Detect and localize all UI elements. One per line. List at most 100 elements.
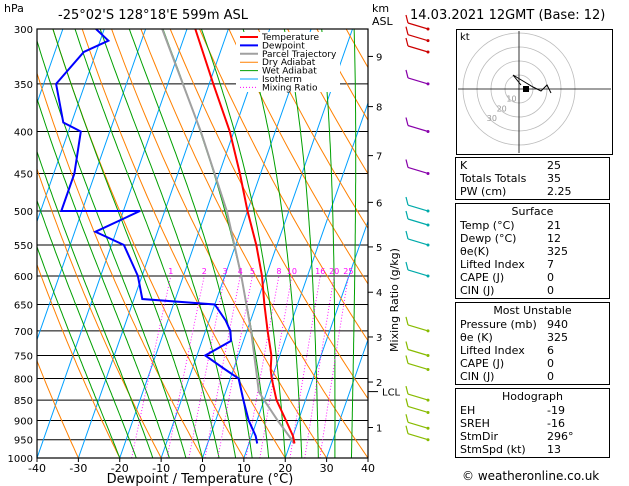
index-value: 25 <box>547 159 561 172</box>
wind-barb-dot <box>426 171 430 175</box>
wind-barb-flag <box>405 316 409 326</box>
isotherm-line <box>243 101 368 458</box>
wind-barb-flag <box>405 230 409 240</box>
temperature-tick-label: 40 <box>361 462 375 475</box>
hodograph-frame <box>456 29 613 155</box>
dry-adiabat-line <box>228 29 368 285</box>
mu-row: θe (K) 325 <box>460 331 605 344</box>
mixing-ratio-tick-label: 2 <box>202 267 207 276</box>
datetime-title: 14.03.2021 12GMT (Base: 12) <box>410 8 606 23</box>
row-label: EH <box>460 404 476 417</box>
dry-adiabat-line <box>257 29 368 230</box>
row-label: Lifted Index <box>460 258 525 271</box>
wet-adiabat-line <box>242 29 303 458</box>
row-value: 0 <box>547 357 554 370</box>
mixing-ratio-tick-label: 8 <box>276 267 281 276</box>
height-km-label: 3 <box>376 333 382 344</box>
wind-barb <box>407 45 429 53</box>
mixing-ratio-line <box>259 275 293 458</box>
wind-barb-flag <box>405 398 409 407</box>
surface-row: Lifted Index 7 <box>460 258 605 271</box>
temperature-tick-label: 10 <box>237 462 251 475</box>
legend-label: Dry Adiabat <box>262 58 316 68</box>
pressure-tick-label: 750 <box>14 351 33 362</box>
pressure-tick-label: 1000 <box>8 454 33 465</box>
wet-adiabat-line <box>350 29 357 458</box>
copyright-text[interactable]: © weatheronline.co.uk <box>462 469 600 483</box>
mu-row: CAPE (J) 0 <box>460 357 605 370</box>
isotherm-line <box>77 29 229 458</box>
pressure-tick-label: 700 <box>14 327 33 338</box>
legend-label: Wet Adiabat <box>262 67 317 77</box>
wind-barb <box>407 324 429 332</box>
wind-barb-dot <box>426 243 430 247</box>
temperature-tick-label: -40 <box>28 462 46 475</box>
wind-barb-flag <box>405 69 409 79</box>
wet-adiabat-line <box>37 150 154 458</box>
isotherm-line <box>37 29 188 458</box>
index-row: K 25 <box>460 159 605 172</box>
legend-label: Isotherm <box>262 75 302 85</box>
wind-barb <box>407 421 429 429</box>
row-label: StmDir <box>460 430 499 443</box>
wind-barb-flag <box>405 26 409 35</box>
row-label: CAPE (J) <box>460 357 505 370</box>
surface-row: θe(K) 325 <box>460 245 605 258</box>
hodo-row: SREH -16 <box>460 417 605 430</box>
mixing-ratio-tick-label: 5 <box>250 267 255 276</box>
hodo-row: EH -19 <box>460 404 605 417</box>
wind-barb <box>407 124 429 133</box>
wind-barb-dot <box>426 367 430 371</box>
temperature-tick-label: -20 <box>111 462 129 475</box>
legend-label: Parcel Trajectory <box>262 50 337 60</box>
wind-barb-dot <box>426 438 430 442</box>
hpa-unit-label: hPa <box>4 2 24 15</box>
temperature-tick-label: 20 <box>278 462 292 475</box>
wind-barb <box>407 393 429 401</box>
pressure-tick-label: 800 <box>14 374 33 385</box>
dry-adiabat-line <box>169 29 368 400</box>
surface-row: Dewp (°C) 12 <box>460 232 605 245</box>
wind-barb-dot <box>426 27 430 31</box>
hodograph-ring-label: 10 <box>506 95 516 104</box>
temperature-line <box>194 29 296 444</box>
height-km-label: 4 <box>376 288 382 299</box>
hodograph-ring-label: 20 <box>497 104 507 113</box>
wind-barb <box>407 348 429 357</box>
row-label: θe(K) <box>460 245 490 258</box>
mixing-ratio-tick-label: 16 <box>315 267 325 276</box>
wet-adiabat-line <box>321 29 336 458</box>
row-label: StmSpd (kt) <box>460 443 526 456</box>
wet-adiabat-line <box>52 29 203 458</box>
km-unit-label: km <box>372 2 390 15</box>
mixing-ratio-axis-title: Mixing Ratio (g/kg) <box>388 248 401 352</box>
lcl-label: LCL <box>382 388 401 399</box>
hodo-row: StmDir 296° <box>460 430 605 443</box>
wind-barb <box>407 166 429 175</box>
dry-adiabat-line <box>37 167 162 458</box>
height-km-label: 1 <box>376 424 382 435</box>
dry-adiabat-line <box>37 71 203 458</box>
wind-barb <box>407 218 429 226</box>
dry-adiabat-line <box>199 29 368 342</box>
indices-top-box: K 25 Totals Totals 35 PW (cm) 2.25 <box>455 157 610 200</box>
x-axis-title: Dewpoint / Temperature (°C) <box>107 472 294 486</box>
indices-table: K 25 Totals Totals 35 PW (cm) 2.25 Surface … <box>455 157 610 461</box>
hodograph-indices-box: Hodograph EH -19 SREH -16 StmDir 296° StmSp… <box>455 388 610 458</box>
row-value: 6 <box>547 344 554 357</box>
wind-barb-dot <box>426 82 430 86</box>
row-value: 13 <box>547 443 561 456</box>
wind-barb-flag <box>405 117 409 126</box>
wet-adiabat-line <box>74 29 220 458</box>
pressure-tick-label: 900 <box>14 416 33 427</box>
wind-barb <box>407 77 429 85</box>
mu-row: CIN (J) 0 <box>460 370 605 383</box>
wind-barb <box>407 34 429 42</box>
row-value: -19 <box>547 404 565 417</box>
index-label: K <box>460 159 468 172</box>
mixing-ratio-line <box>166 275 205 458</box>
wind-barb-flag <box>405 14 409 24</box>
pressure-tick-label: 300 <box>14 25 33 36</box>
wind-barb-dot <box>426 398 430 402</box>
